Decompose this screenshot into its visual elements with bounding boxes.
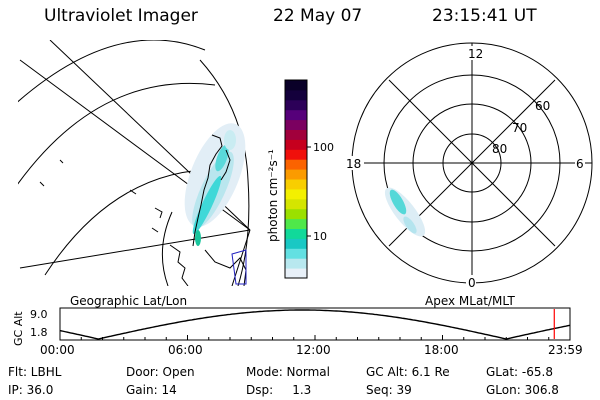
- colorbar-segment: [285, 129, 307, 140]
- colorbar-segment: [285, 228, 307, 239]
- ip-value: IP: 36.0: [8, 383, 54, 397]
- colorbar-tick-100: 100: [313, 141, 334, 154]
- aurora-polar: [384, 187, 426, 237]
- altitude-curve: [59, 309, 571, 340]
- colorbar-segment: [285, 80, 307, 91]
- colorbar-segment: [285, 119, 307, 130]
- seq-value: Seq: 39: [366, 383, 412, 397]
- aurora-geographic: [184, 123, 246, 246]
- ytick-9: 9.0: [30, 308, 48, 321]
- coastline: [39, 134, 247, 286]
- meridian: [19, 229, 251, 269]
- colorbar-segment: [285, 179, 307, 190]
- mode-value: Mode: Normal: [246, 365, 330, 379]
- gain-value: Gain: 14: [126, 383, 177, 397]
- colorbar-segment: [285, 159, 307, 170]
- colorbar-segment: [285, 248, 307, 259]
- filter-value: Flt: LBHL: [8, 365, 62, 379]
- colorbar-segment: [285, 89, 307, 101]
- gc-alt-value: GC Alt: 6.1 Re: [366, 365, 450, 379]
- colorbar-segment: [285, 109, 307, 121]
- xtick-2359: 23:59: [548, 343, 583, 357]
- colorbar-segment: [285, 258, 307, 269]
- colorbar-segment: [285, 169, 307, 180]
- lat-label-70: 70: [512, 121, 527, 135]
- mlt-label-6: 6: [576, 157, 584, 171]
- date-label: 22 May 07: [273, 6, 363, 26]
- colorbar-segment: [285, 188, 307, 200]
- apex-label: Apex MLat/MLT: [425, 294, 515, 308]
- altitude-ylabel: GC Alt: [12, 311, 25, 346]
- time-label: 23:15:41 UT: [432, 6, 537, 26]
- colorbar-tick-10: 10: [313, 230, 327, 243]
- glon-value: GLon: 306.8: [486, 383, 559, 397]
- colorbar-segment: [285, 99, 307, 111]
- colorbar-unit-label: photon cm⁻²s⁻¹: [266, 149, 280, 242]
- lat-circle: [18, 82, 216, 185]
- mlt-label-12: 12: [468, 47, 483, 61]
- colorbar-segment: [285, 198, 307, 210]
- colorbar-segment: [285, 208, 307, 220]
- colorbar-segment: [285, 268, 307, 279]
- colorbar-segment: [285, 238, 307, 249]
- colorbar-segment: [285, 218, 307, 229]
- lat-circle: [18, 40, 206, 103]
- colorbar-segment: [285, 149, 307, 160]
- ytick-1-8: 1.8: [30, 326, 48, 339]
- xtick-1800: 18:00: [424, 343, 459, 357]
- map-boundary: [199, 59, 250, 286]
- mlt-label-0: 0: [468, 276, 476, 290]
- xtick-0000: 00:00: [40, 343, 75, 357]
- door-value: Door: Open: [126, 365, 195, 379]
- mlt-label-18: 18: [346, 157, 361, 171]
- land-boundary: [231, 249, 247, 285]
- geographic-label: Geographic Lat/Lon: [70, 294, 188, 308]
- colorbar-segment: [285, 139, 307, 150]
- instrument-title: Ultraviolet Imager: [44, 6, 198, 26]
- glat-value: GLat: -65.8: [486, 365, 553, 379]
- dsp-value: Dsp: 1.3: [246, 383, 312, 397]
- xtick-0600: 06:00: [168, 343, 203, 357]
- lat-circle: [161, 211, 173, 286]
- lat-label-80: 80: [492, 142, 507, 156]
- xtick-1200: 12:00: [296, 343, 331, 357]
- lat-label-60: 60: [535, 99, 550, 113]
